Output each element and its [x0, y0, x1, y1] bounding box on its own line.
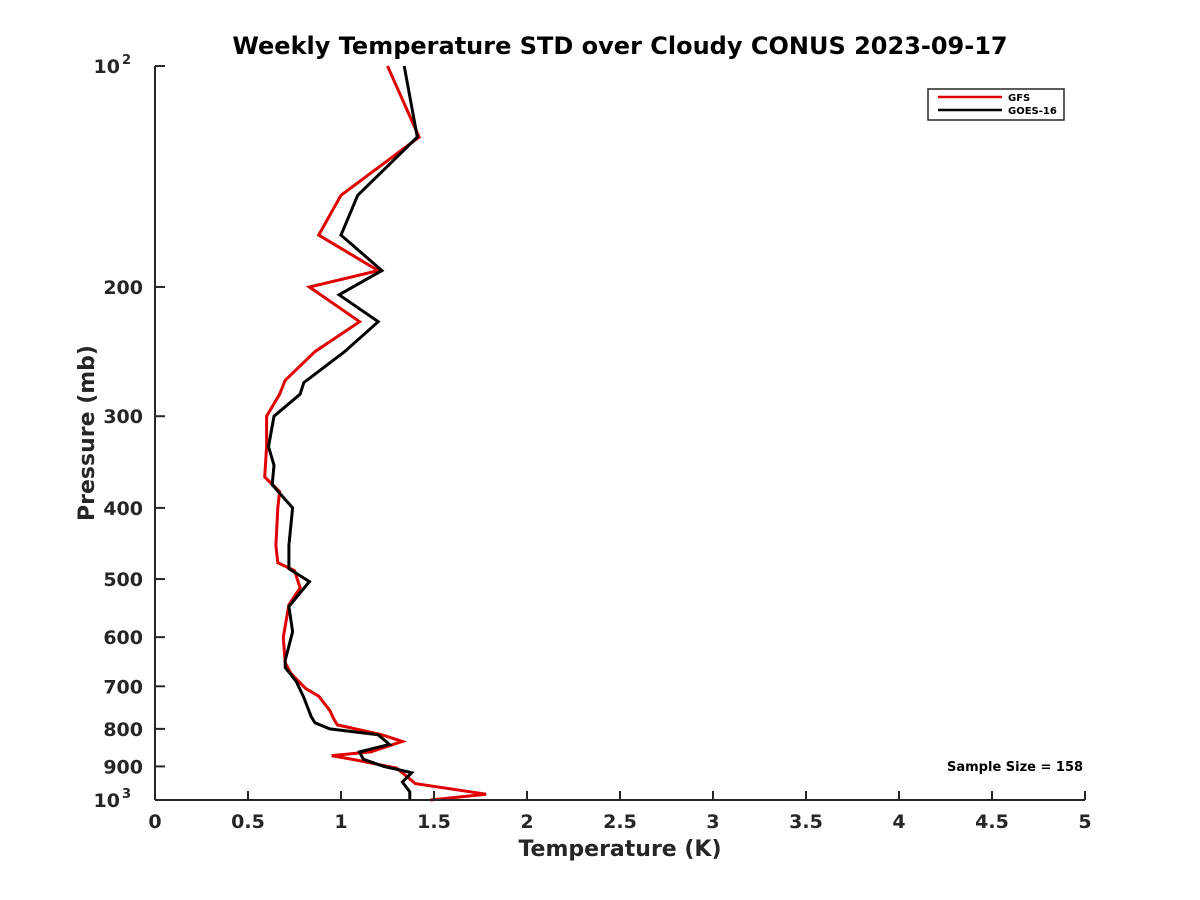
series-line-gfs — [263, 65, 487, 802]
x-tick-label: 0.5 — [231, 811, 265, 833]
series-layer — [263, 65, 487, 802]
sample-size-annotation: Sample Size = 158 — [947, 760, 1083, 775]
y-tick-label: 300 — [103, 406, 143, 428]
y-tick-label: 800 — [103, 719, 143, 741]
plot-area: 0 0.5 1 1.5 2 2.5 3 3.5 4 4.5 5 10 2200300400500600… — [94, 53, 1092, 833]
x-tick-label: 3.5 — [789, 811, 823, 833]
y-tick-label: 10 — [94, 790, 120, 812]
chart-title: Weekly Temperature STD over Cloudy CONUS… — [232, 32, 1007, 60]
y-tick-label: 700 — [103, 676, 143, 698]
x-tick-label: 1.5 — [417, 811, 451, 833]
x-tick-label: 2 — [520, 811, 533, 833]
x-tick-label: 2.5 — [603, 811, 637, 833]
x-tick-label: 1 — [334, 811, 347, 833]
legend: GFS GOES-16 — [927, 88, 1065, 121]
y-tick-label: 200 — [103, 277, 143, 299]
x-tick-label: 4.5 — [975, 811, 1009, 833]
legend-label-gfs: GFS — [1008, 93, 1030, 104]
legend-box — [927, 88, 1065, 121]
y-tick-exponent: 3 — [122, 787, 131, 802]
x-tick-label: 4 — [892, 811, 905, 833]
legend-label-goes16: GOES-16 — [1008, 106, 1057, 117]
series-line-goes16 — [266, 65, 419, 800]
y-axis-label: Pressure (mb) — [75, 345, 100, 521]
y-tick-label: 10 — [94, 56, 120, 78]
y-tick-label: 900 — [103, 756, 143, 778]
y-tick-exponent: 2 — [122, 53, 131, 68]
x-tick-label: 3 — [706, 811, 719, 833]
y-tick-label: 500 — [103, 569, 143, 591]
x-axis-label: Temperature (K) — [518, 837, 721, 862]
y-tick-label: 600 — [103, 627, 143, 649]
x-tick-label: 5 — [1078, 811, 1091, 833]
y-tick-label: 400 — [103, 498, 143, 520]
x-ticks: 0 0.5 1 1.5 2 2.5 3 3.5 4 4.5 5 — [148, 791, 1092, 833]
x-tick-label: 0 — [148, 811, 161, 833]
